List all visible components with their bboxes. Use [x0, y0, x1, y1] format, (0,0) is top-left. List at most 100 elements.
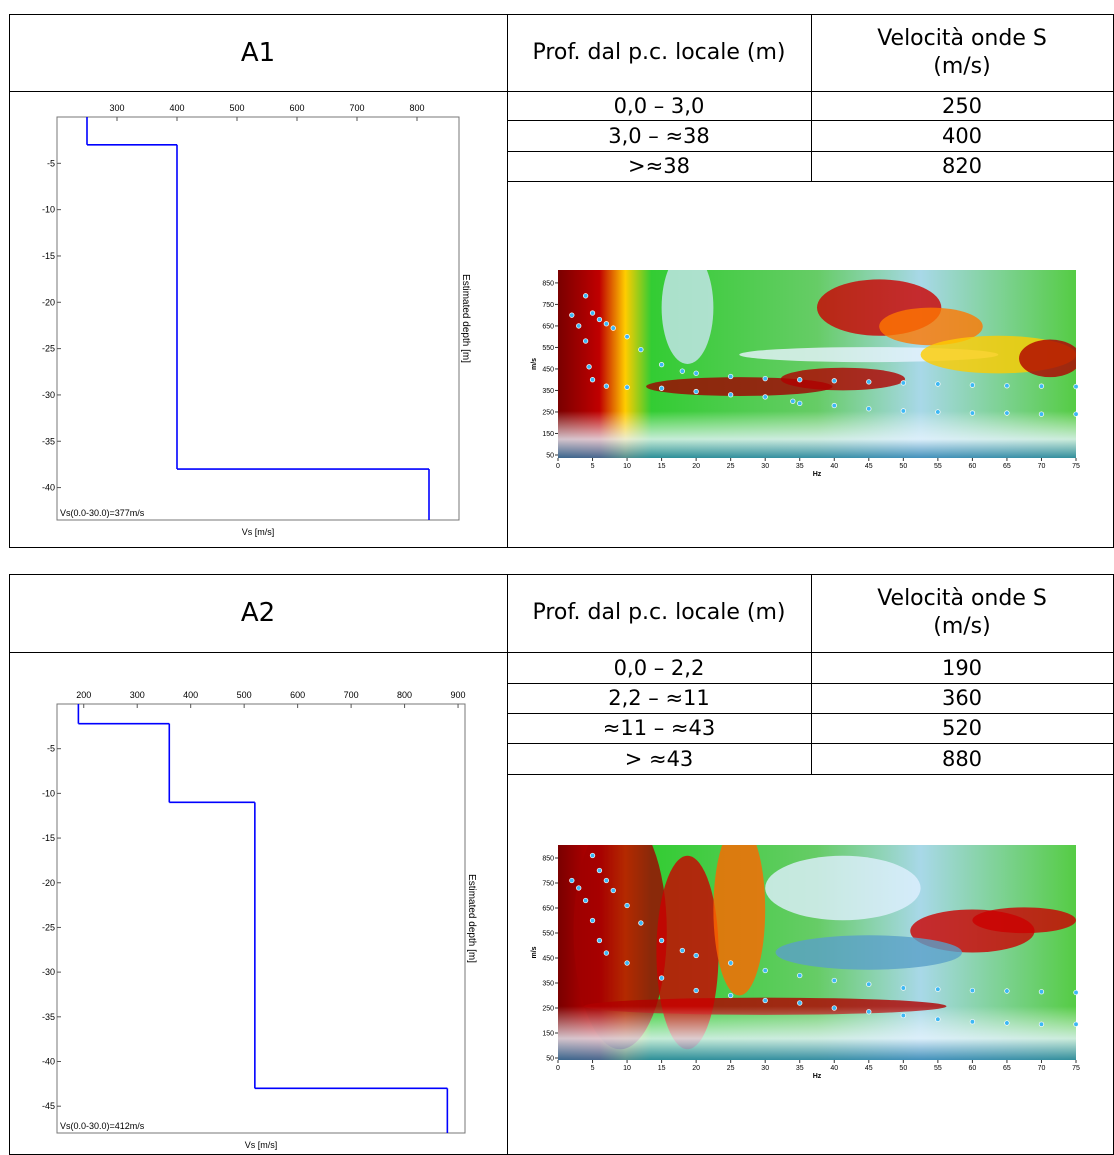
y-axis-label: m/s — [531, 946, 538, 958]
y-tick-label: -35 — [42, 1012, 55, 1022]
y-tick-label: 850 — [542, 856, 554, 863]
picked-point — [589, 852, 596, 859]
table-border — [9, 91, 508, 92]
x-tick-label: 300 — [130, 690, 145, 700]
picked-point — [658, 937, 665, 944]
picked-point — [658, 361, 665, 368]
picked-point — [582, 338, 589, 344]
depth-cell-text: 3,0 – ≈38 — [608, 123, 710, 148]
y-tick-label: -25 — [42, 344, 55, 354]
x-tick-label: 600 — [290, 690, 305, 700]
y-tick-label: -30 — [42, 967, 55, 977]
x-tick-label: 20 — [692, 1065, 700, 1072]
plot-frame — [56, 703, 466, 1134]
picked-point — [1038, 383, 1045, 389]
x-tick-label: 600 — [289, 103, 304, 113]
velocity-cell-text: 360 — [941, 686, 983, 710]
velocity-cell: 400 — [811, 120, 1113, 151]
y-tick-label: -25 — [42, 922, 55, 932]
y-axis-label: Estimated depth [m] — [460, 274, 471, 363]
depth-cell-text: > ≈43 — [624, 746, 694, 771]
y-tick-label: -30 — [42, 390, 55, 400]
picked-point — [900, 1012, 906, 1019]
x-tick-label: 500 — [237, 690, 252, 700]
x-axis-label: Hz — [813, 1073, 822, 1080]
spectrum-shade — [558, 270, 1076, 458]
picked-point — [935, 409, 941, 415]
picked-point — [1038, 989, 1045, 995]
x-tick-label: 65 — [1003, 463, 1011, 470]
y-tick-label: -10 — [42, 788, 55, 798]
x-axis-label: Vs [m/s] — [245, 1140, 278, 1150]
column-header: Prof. dal p.c. locale (m) — [507, 574, 811, 652]
picked-point — [596, 937, 603, 944]
x-tick-label: 300 — [109, 103, 124, 113]
y-tick-label: -40 — [42, 483, 55, 493]
picked-point — [831, 402, 837, 409]
x-tick-label: 25 — [727, 463, 735, 470]
picked-point — [1038, 1021, 1045, 1027]
y-tick-label: 650 — [542, 906, 554, 913]
picked-point — [624, 960, 630, 966]
picked-point — [582, 897, 589, 904]
picked-point — [596, 316, 603, 323]
table-border — [811, 574, 812, 775]
y-tick-label: 550 — [542, 345, 554, 352]
table-border — [9, 14, 10, 548]
table-border — [9, 574, 10, 1155]
x-tick-label: 700 — [344, 690, 359, 700]
x-tick-label: 10 — [623, 463, 631, 470]
picked-point — [582, 293, 589, 299]
y-tick-label: 750 — [542, 302, 554, 309]
spectrum-image — [558, 845, 1076, 1060]
picked-point — [679, 368, 685, 374]
table-border — [507, 120, 1114, 121]
x-axis-label: Hz — [813, 471, 822, 478]
picked-point — [1004, 1020, 1010, 1026]
column-header-text: Velocità onde S (m/s) — [877, 586, 1047, 639]
spectrum-shade — [558, 845, 1076, 1060]
x-tick-label: 25 — [727, 1065, 735, 1072]
depth-cell: 0,0 – 3,0 — [507, 91, 811, 120]
y-tick-label: -10 — [42, 205, 55, 215]
block-title: A1 — [9, 14, 507, 91]
picked-point — [569, 877, 575, 884]
picked-point — [790, 398, 796, 404]
picked-point — [693, 370, 699, 376]
x-tick-label: 45 — [865, 1065, 873, 1072]
x-tick-label: 400 — [169, 103, 184, 113]
picked-point — [900, 408, 906, 414]
y-tick-label: 450 — [542, 366, 554, 373]
x-tick-label: 0 — [556, 1065, 560, 1072]
picked-point — [935, 381, 941, 387]
y-tick-label: 50 — [546, 1056, 554, 1063]
picked-point — [762, 967, 768, 974]
y-tick-label: 150 — [542, 1031, 554, 1038]
picked-point — [728, 960, 734, 966]
x-tick-label: 500 — [229, 103, 244, 113]
picked-point — [693, 987, 699, 994]
picked-point — [762, 997, 768, 1004]
y-tick-label: 850 — [542, 280, 554, 287]
y-axis-label: Estimated depth [m] — [466, 874, 477, 963]
table-border — [507, 743, 1114, 744]
column-header: Velocità onde S (m/s) — [811, 574, 1113, 652]
picked-point — [1073, 411, 1079, 417]
x-tick-label: 20 — [692, 463, 700, 470]
picked-point — [900, 985, 906, 991]
picked-point — [969, 382, 976, 388]
picked-point — [969, 410, 976, 416]
plot-frame — [56, 116, 460, 521]
x-tick-label: 40 — [830, 1065, 838, 1072]
x-tick-label: 55 — [934, 1065, 942, 1072]
annotation: Vs(0.0-30.0)=412m/s — [60, 1121, 145, 1131]
picked-point — [728, 373, 734, 380]
picked-point — [603, 950, 609, 956]
picked-point — [797, 377, 803, 383]
picked-point — [589, 377, 596, 383]
picked-point — [624, 902, 630, 909]
x-tick-label: 35 — [796, 463, 804, 470]
picked-point — [728, 392, 734, 398]
